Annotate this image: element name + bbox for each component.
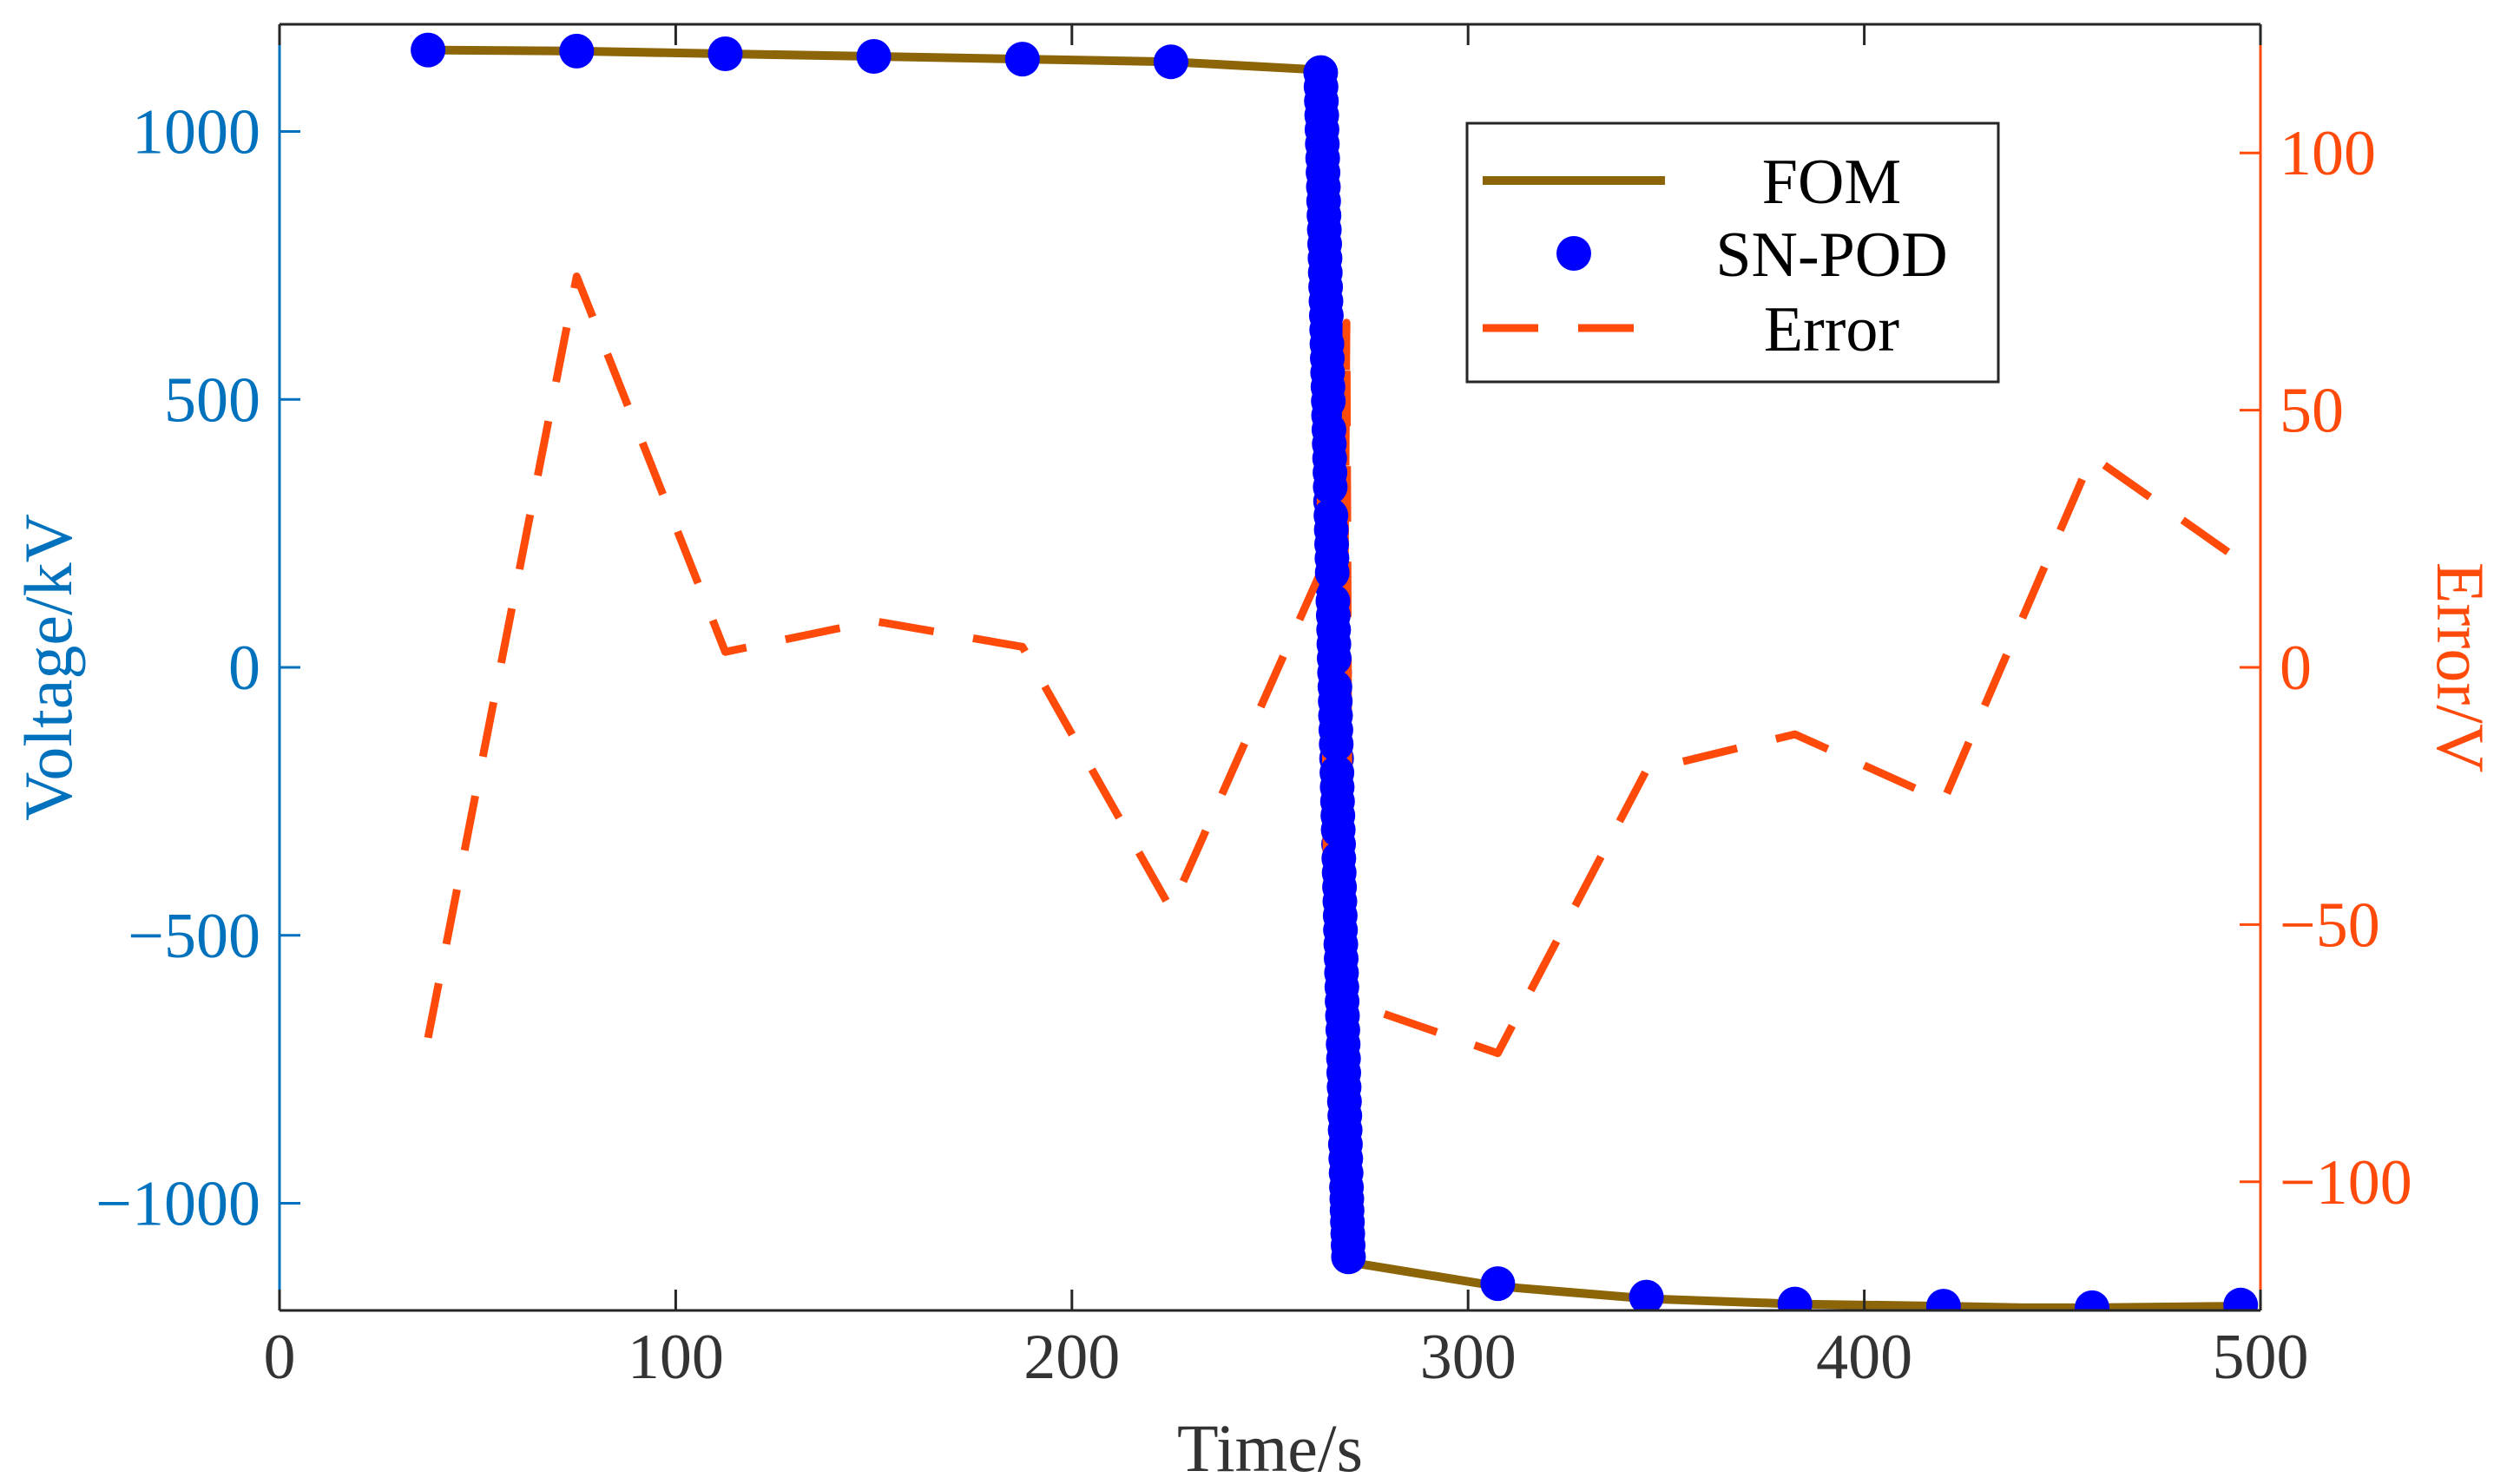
y-right-tick-label: 100 [2280,118,2376,189]
snpod-marker [1777,1286,1813,1310]
snpod-marker [559,33,595,69]
snpod-marker [1153,44,1188,80]
snpod-marker [1314,555,1350,590]
x-axis-label: Time/s [1177,1410,1363,1484]
snpod-marker [1004,42,1040,77]
x-tick-label: 0 [264,1322,296,1393]
snpod-marker [1925,1289,1961,1310]
y-right-tick-label: −100 [2280,1147,2412,1218]
snpod-marker [2223,1287,2259,1310]
y-left-tick-label: −500 [128,901,260,972]
snpod-marker [1328,1155,1364,1191]
x-tick-label: 200 [1023,1322,1120,1393]
snpod-marker [1326,1069,1362,1105]
y-left-tick-label: 1000 [132,97,260,168]
y-left-tick-label: −1000 [95,1169,260,1240]
snpod-marker [1325,983,1360,1019]
snpod-marker [1305,126,1340,161]
legend-fom-label: FOM [1762,147,1901,218]
x-tick-label: 100 [628,1322,724,1393]
legend-snpod-label: SN-POD [1715,220,1947,291]
legend-error-label: Error [1764,294,1899,365]
legend-snpod-swatch [1556,236,1591,271]
x-tick-label: 400 [1816,1322,1912,1393]
y-right-tick-label: 50 [2280,376,2344,447]
snpod-marker [1629,1279,1664,1310]
snpod-marker [1331,1227,1365,1263]
y-right-tick-label: −50 [2280,890,2380,961]
snpod-marker [1317,640,1352,676]
plot-area [411,32,2260,1310]
snpod-marker [1308,298,1344,333]
snpod-marker [1480,1266,1516,1302]
axes: 0 100 200 300 400 50010005000−500−1000100500−… [10,23,2498,1484]
y-left-tick-label: 0 [228,633,260,704]
x-tick-label: 500 [2213,1322,2309,1393]
snpod-marker [411,32,446,68]
snpod-marker [707,36,743,71]
y-right-tick-label: 0 [2280,633,2312,704]
snpod-marker [1319,726,1354,762]
y-right-axis-label: Error/V [2423,562,2498,773]
snpod-marker [856,39,892,74]
y-left-axis-label: Voltage/kV [10,514,86,821]
snpod-marker [1322,898,1358,934]
snpod-marker [2075,1290,2109,1310]
snpod-marker [1320,812,1356,848]
snpod-marker [1306,212,1342,247]
snpod-marker [1313,469,1348,505]
snpod-marker [1311,384,1346,419]
y-left-tick-label: 500 [164,364,260,436]
legend-box [1465,121,2000,384]
x-tick-label: 300 [1420,1322,1517,1393]
